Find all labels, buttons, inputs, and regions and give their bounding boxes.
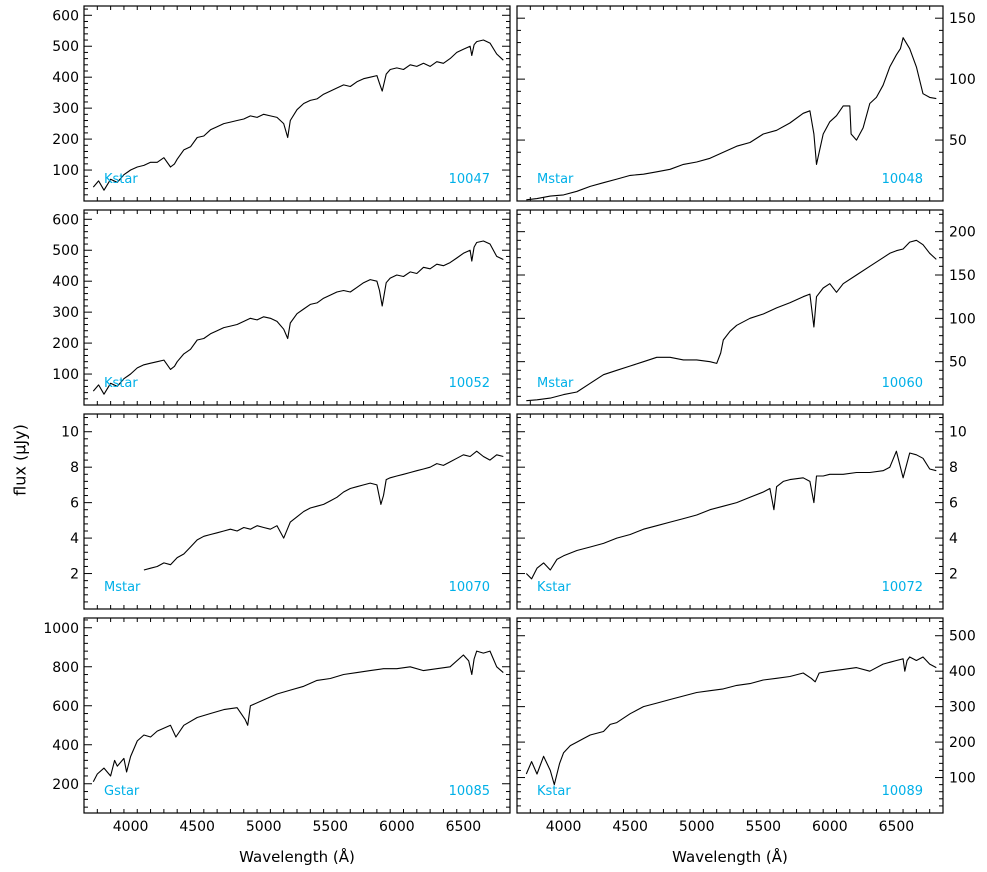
x-tick-label: 6000 <box>812 819 848 835</box>
x-tick-label: 5000 <box>679 819 715 835</box>
y-tick-label: 6 <box>949 496 958 512</box>
y-tick-label: 800 <box>52 660 79 676</box>
panel-frame-10048 <box>516 5 944 202</box>
y-tick-label: 300 <box>52 101 79 117</box>
spectrum-line-10052 <box>92 240 504 395</box>
star-type-label: Kstar <box>537 580 571 595</box>
spectrum-line-10048 <box>526 37 937 201</box>
y-tick-label: 200 <box>52 777 79 793</box>
object-id-label: 10047 <box>449 172 490 187</box>
x-tick-label: 6000 <box>379 819 415 835</box>
y-tick-label: 8 <box>949 460 958 476</box>
y-tick-label: 100 <box>52 367 79 383</box>
y-tick-label: 200 <box>52 336 79 352</box>
y-tick-label: 10 <box>949 425 967 441</box>
panel-frame-10060 <box>516 209 944 406</box>
x-tick-label: 6500 <box>879 819 915 835</box>
y-tick-label: 50 <box>949 355 967 371</box>
object-id-label: 10048 <box>882 172 923 187</box>
panel-frame-10070 <box>83 413 511 610</box>
x-tick-label: 6500 <box>446 819 482 835</box>
x-tick-label: 4500 <box>179 819 215 835</box>
spectrum-line-10085 <box>92 650 504 783</box>
y-tick-label: 400 <box>52 274 79 290</box>
y-tick-label: 400 <box>52 738 79 754</box>
spectrum-line-10047 <box>92 39 504 191</box>
y-tick-label: 200 <box>949 225 976 241</box>
spectrum-line-10060 <box>526 239 937 402</box>
y-tick-label: 500 <box>949 629 976 645</box>
y-tick-label: 200 <box>52 132 79 148</box>
object-id-label: 10070 <box>449 580 490 595</box>
y-tick-label: 50 <box>949 133 967 149</box>
x-tick-label: 4000 <box>546 819 582 835</box>
x-axis-label-left: Wavelength (Å) <box>239 848 355 866</box>
panel-frame-10052 <box>83 209 511 406</box>
y-tick-label: 150 <box>949 11 976 27</box>
star-type-label: Mstar <box>104 580 141 595</box>
y-tick-label: 6 <box>70 496 79 512</box>
star-type-label: Kstar <box>104 376 138 391</box>
y-tick-label: 600 <box>52 212 79 228</box>
x-tick-label: 4000 <box>113 819 149 835</box>
object-id-label: 10089 <box>882 784 923 799</box>
y-tick-label: 100 <box>949 72 976 88</box>
panel-frame-10072 <box>516 413 944 610</box>
star-type-label: Kstar <box>537 784 571 799</box>
panel-frame-10047 <box>83 5 511 202</box>
object-id-label: 10072 <box>882 580 923 595</box>
x-tick-label: 4500 <box>612 819 648 835</box>
y-tick-label: 8 <box>70 460 79 476</box>
y-tick-label: 100 <box>949 771 976 787</box>
y-tick-label: 300 <box>52 305 79 321</box>
spectrum-line-10070 <box>143 450 504 571</box>
object-id-label: 10085 <box>449 784 490 799</box>
y-tick-label: 2 <box>70 567 79 583</box>
y-tick-label: 10 <box>61 425 79 441</box>
y-tick-label: 500 <box>52 39 79 55</box>
y-tick-label: 400 <box>949 664 976 680</box>
x-tick-label: 5000 <box>246 819 282 835</box>
y-tick-label: 100 <box>949 311 976 327</box>
y-tick-label: 600 <box>52 8 79 24</box>
object-id-label: 10052 <box>449 376 490 391</box>
panel-frame-10085 <box>83 617 511 814</box>
star-type-label: Mstar <box>537 172 574 187</box>
y-tick-label: 300 <box>949 700 976 716</box>
x-tick-label: 5500 <box>745 819 781 835</box>
star-type-label: Gstar <box>104 784 140 799</box>
y-tick-label: 500 <box>52 243 79 259</box>
star-type-label: Kstar <box>104 172 138 187</box>
spectrum-line-10089 <box>525 656 937 786</box>
x-tick-label: 5500 <box>312 819 348 835</box>
object-id-label: 10060 <box>882 376 923 391</box>
panel-frame-10089 <box>516 617 944 814</box>
y-tick-label: 150 <box>949 268 976 284</box>
y-tick-label: 200 <box>949 735 976 751</box>
spectrum-line-10072 <box>525 450 937 580</box>
y-tick-label: 2 <box>949 567 958 583</box>
y-tick-label: 100 <box>52 163 79 179</box>
x-axis-label-right: Wavelength (Å) <box>672 848 788 866</box>
y-tick-label: 1000 <box>43 621 79 637</box>
y-axis-label: flux (μJy) <box>10 424 30 496</box>
y-tick-label: 400 <box>52 70 79 86</box>
y-tick-label: 4 <box>949 531 958 547</box>
star-type-label: Mstar <box>537 376 574 391</box>
y-tick-label: 4 <box>70 531 79 547</box>
y-tick-label: 600 <box>52 699 79 715</box>
